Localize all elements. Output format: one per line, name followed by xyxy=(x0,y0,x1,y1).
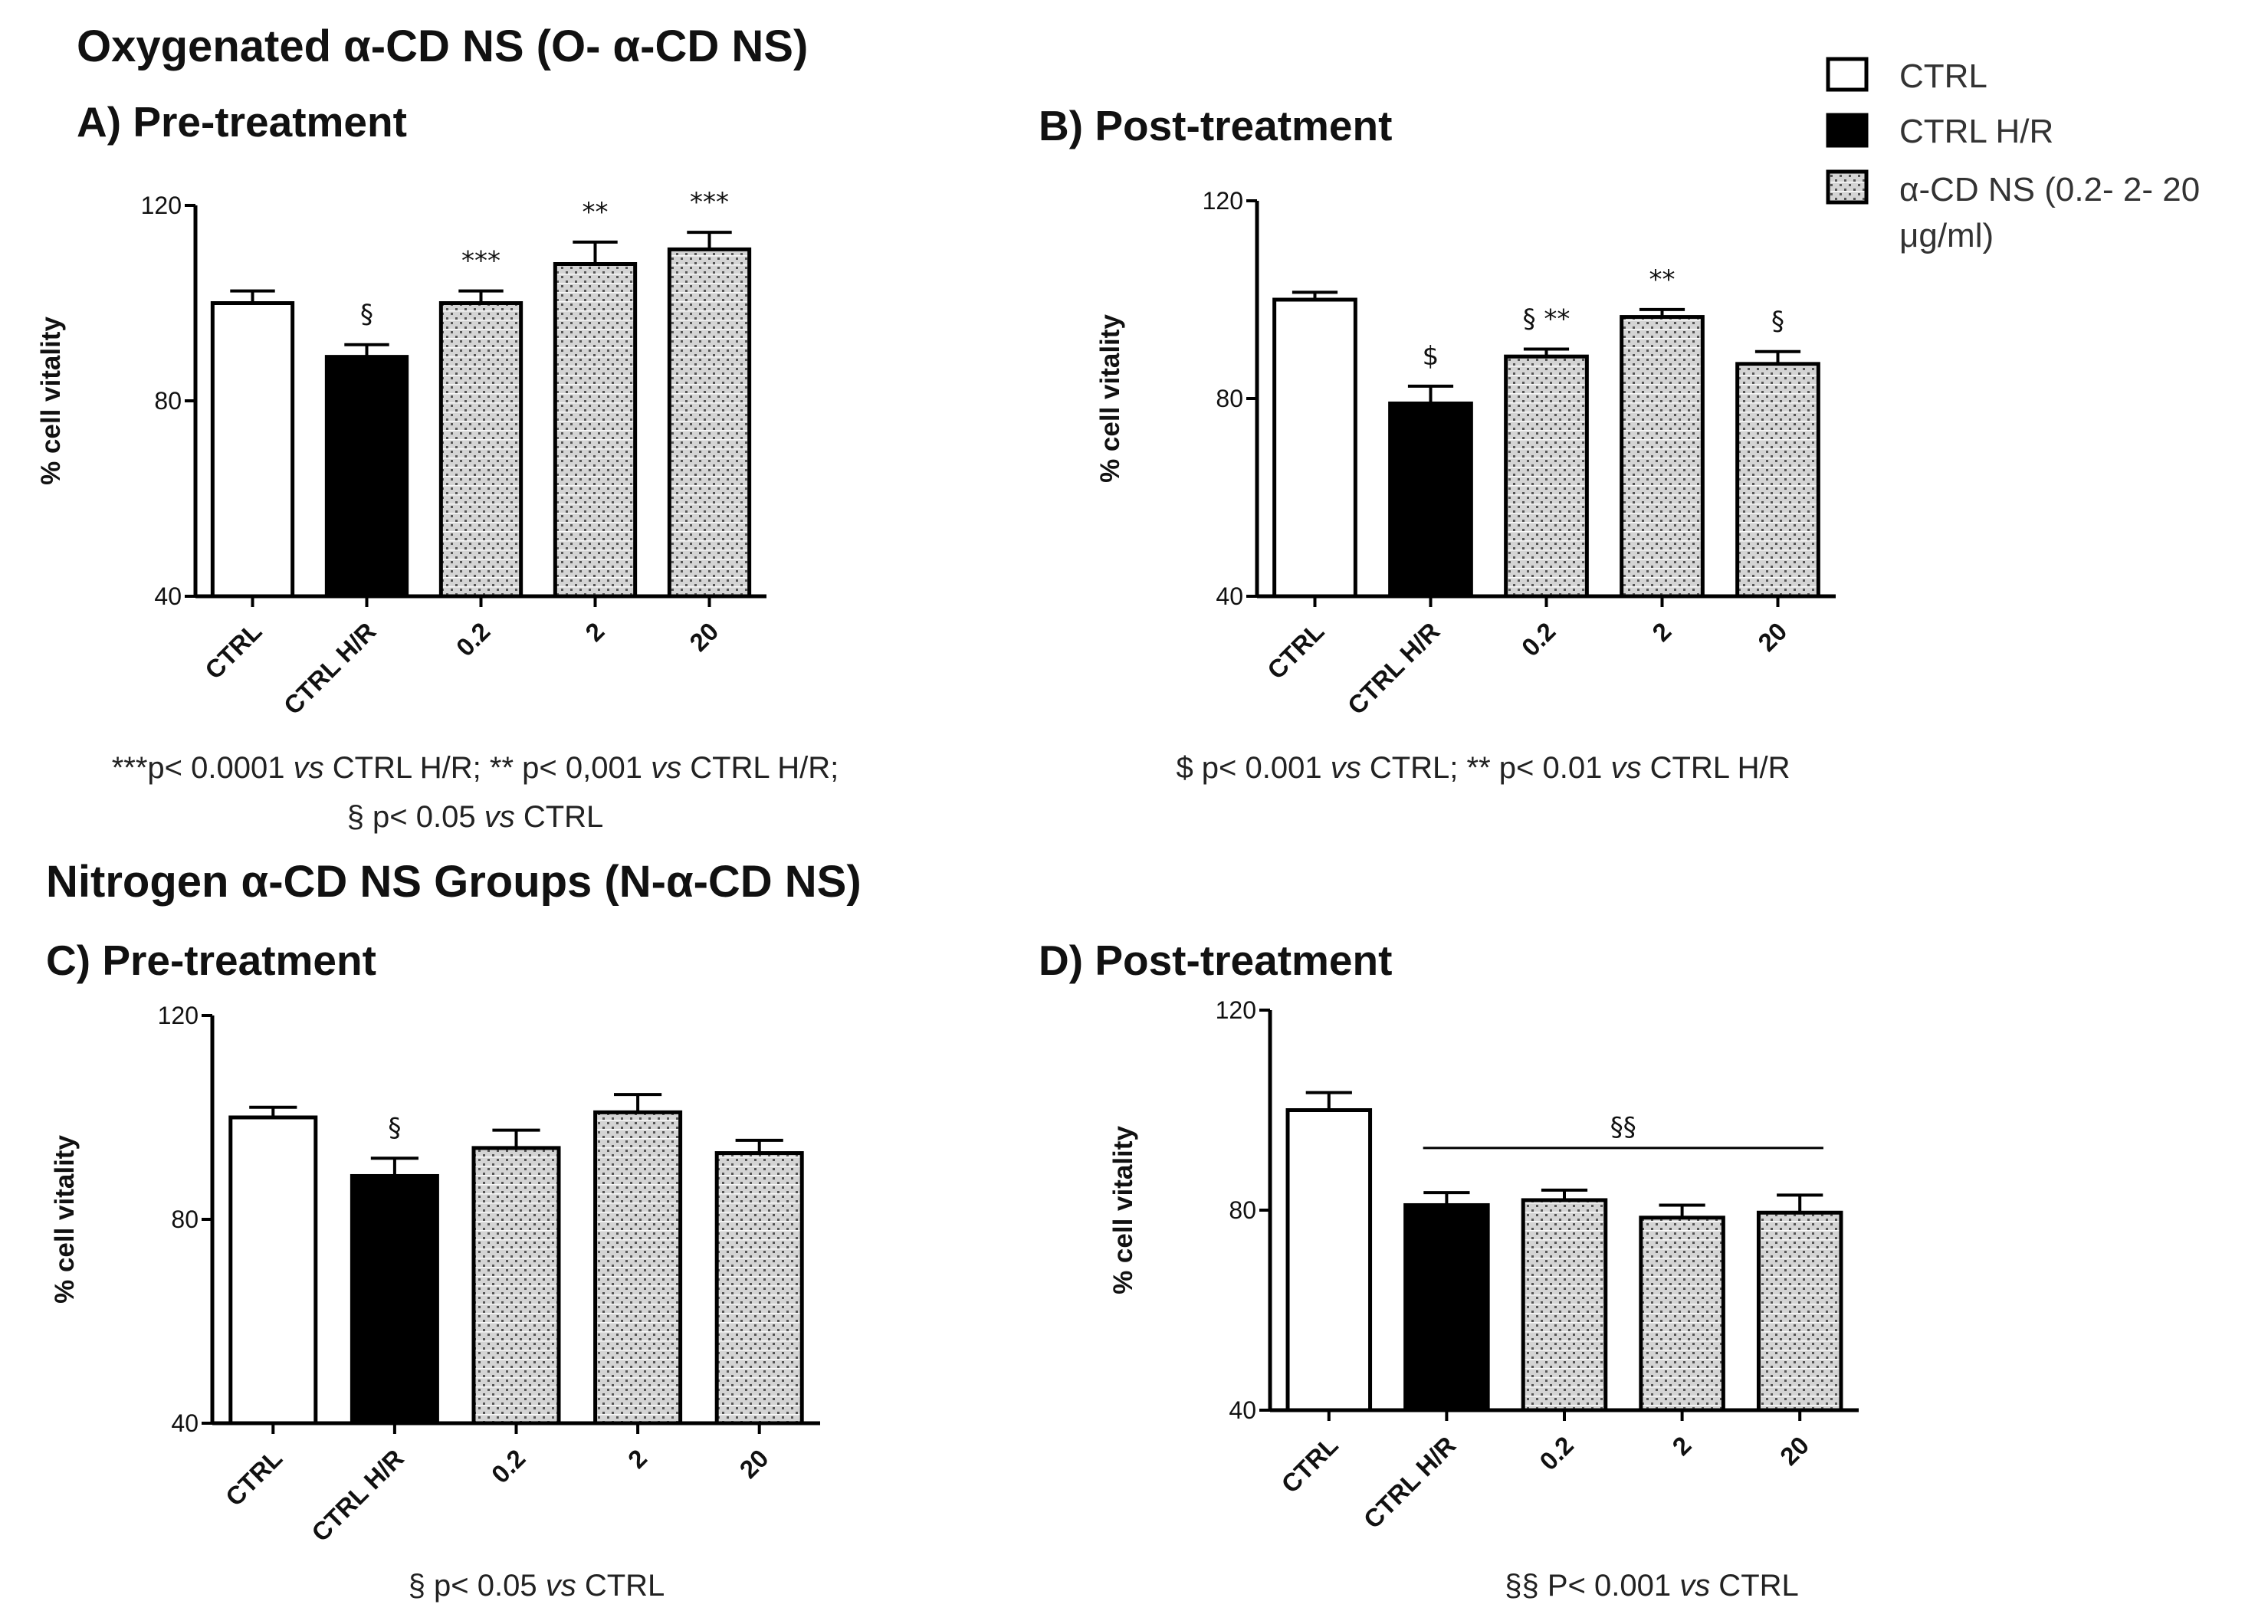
bar-20 xyxy=(714,1151,804,1426)
significance-label: *** xyxy=(690,187,729,218)
bar-ctrl xyxy=(1285,1108,1373,1412)
bar-ctrl-h-r xyxy=(1388,401,1473,599)
legend-label-ctrl: CTRL xyxy=(1899,57,1987,95)
legend-swatch-ctrl-hr xyxy=(1826,113,1869,148)
panel-c: C) Pre-treatment % cell vitality CTRL § CTRL… xyxy=(46,937,820,1603)
x-tick-label: 20 xyxy=(684,617,724,657)
y-tick-label: 40 xyxy=(154,582,182,610)
footnote: § p< 0.05 vs CTRL xyxy=(409,1569,665,1603)
x-tick-label: CTRL H/R xyxy=(278,617,382,720)
x-tick-label: 2 xyxy=(1646,617,1676,647)
bar-0-2 xyxy=(1521,1198,1608,1412)
footnote: § p< 0.05 vs CTRL xyxy=(347,800,604,834)
bar-20 xyxy=(667,247,752,599)
y-tick-label: 80 xyxy=(1216,385,1243,412)
legend-swatch-alpha-cd-ns xyxy=(1826,169,1869,205)
bracket-label: §§ xyxy=(1610,1112,1636,1143)
panel-title: D) Post-treatment xyxy=(1039,937,1392,984)
y-axis-label: % cell vitality xyxy=(1095,314,1125,483)
significance-label: ** xyxy=(1649,264,1676,295)
significance-label: § xyxy=(388,1113,401,1143)
bar-ctrl xyxy=(228,1115,318,1426)
panel-title: A) Pre-treatment xyxy=(77,98,407,146)
y-tick-label: 40 xyxy=(1216,582,1243,610)
x-tick-label: 2 xyxy=(579,617,609,647)
x-tick-label: 2 xyxy=(622,1444,652,1474)
x-tick-label: CTRL H/R xyxy=(1358,1431,1462,1534)
bar-2 xyxy=(553,262,638,599)
y-axis-label: % cell vitality xyxy=(1108,1126,1138,1294)
panel-b: B) Post-treatment % cell vitality CTRL $ CTR… xyxy=(1039,102,1836,785)
x-tick-label: 0.2 xyxy=(486,1444,531,1489)
footnote: $ p< 0.001 vs CTRL; ** p< 0.01 vs CTRL H… xyxy=(1176,751,1790,785)
legend: CTRL CTRL H/R α-CD NS (0.2- 2- 20 μg/ml) xyxy=(1826,57,2200,254)
panel-title: C) Pre-treatment xyxy=(46,937,376,984)
y-tick-label: 80 xyxy=(171,1206,199,1233)
significance-label: *** xyxy=(461,246,501,277)
x-tick-label: CTRL xyxy=(199,617,267,684)
bar-0-2 xyxy=(1504,354,1589,599)
y-tick-label: 120 xyxy=(1216,996,1256,1024)
y-tick-label: 80 xyxy=(1229,1196,1256,1224)
oxygenated-header: Oxygenated α-CD NS (O- α-CD NS) xyxy=(77,21,808,71)
x-tick-label: 20 xyxy=(734,1444,774,1484)
bar-20 xyxy=(1735,362,1820,599)
x-tick-label: 0.2 xyxy=(451,617,496,662)
panel-title: B) Post-treatment xyxy=(1039,102,1392,149)
bar-2 xyxy=(1620,315,1705,599)
y-tick-label: 120 xyxy=(1203,187,1243,215)
significance-label: § xyxy=(1771,307,1784,337)
significance-label: ** xyxy=(583,197,609,228)
x-tick-label: 0.2 xyxy=(1516,617,1561,662)
bar-0-2 xyxy=(438,301,524,599)
bar-ctrl xyxy=(210,301,295,599)
y-tick-label: 120 xyxy=(141,192,182,219)
panel-d: D) Post-treatment % cell vitality CTRL CTRL… xyxy=(1039,937,1859,1603)
x-tick-label: 20 xyxy=(1774,1431,1814,1471)
bar-ctrl-h-r xyxy=(324,355,409,599)
y-tick-label: 120 xyxy=(158,1002,199,1029)
y-tick-label: 80 xyxy=(154,387,182,415)
bar-ctrl-h-r xyxy=(350,1173,439,1426)
bar-ctrl-h-r xyxy=(1403,1202,1490,1412)
footnote: ***p< 0.0001 vs CTRL H/R; ** p< 0,001 vs… xyxy=(112,751,839,785)
y-axis-label: % cell vitality xyxy=(36,317,66,485)
legend-label-ctrl-hr: CTRL H/R xyxy=(1899,113,2053,150)
x-tick-label: 2 xyxy=(1666,1431,1696,1461)
x-tick-label: CTRL xyxy=(1262,617,1329,684)
nitrogen-header: Nitrogen α-CD NS Groups (N-α-CD NS) xyxy=(46,857,862,907)
x-tick-label: CTRL xyxy=(1275,1431,1343,1498)
legend-label-alpha-cd-ns: α-CD NS (0.2- 2- 20 xyxy=(1899,171,2200,208)
bar-2 xyxy=(593,1110,683,1426)
legend-label-alpha-cd-ns-unit: μg/ml) xyxy=(1899,217,1994,254)
significance-label: § xyxy=(360,300,373,330)
panel-a: A) Pre-treatment % cell vitality CTRL § CTRL… xyxy=(36,98,839,834)
x-tick-label: CTRL xyxy=(220,1444,287,1511)
bar-ctrl xyxy=(1272,297,1357,599)
bar-2 xyxy=(1639,1216,1725,1412)
x-tick-label: 0.2 xyxy=(1534,1431,1579,1476)
legend-swatch-ctrl xyxy=(1826,57,1869,92)
x-tick-label: 20 xyxy=(1752,617,1792,657)
significance-label: $ xyxy=(1423,341,1439,372)
significance-label: § ** xyxy=(1523,304,1571,335)
y-tick-label: 40 xyxy=(171,1409,199,1437)
y-axis-label: % cell vitality xyxy=(50,1135,80,1304)
x-tick-label: CTRL H/R xyxy=(306,1444,409,1547)
footnote: §§ P< 0.001 vs CTRL xyxy=(1505,1569,1799,1603)
bar-0-2 xyxy=(471,1146,561,1426)
x-tick-label: CTRL H/R xyxy=(1342,617,1446,720)
bar-20 xyxy=(1756,1210,1843,1412)
y-tick-label: 40 xyxy=(1229,1396,1256,1424)
